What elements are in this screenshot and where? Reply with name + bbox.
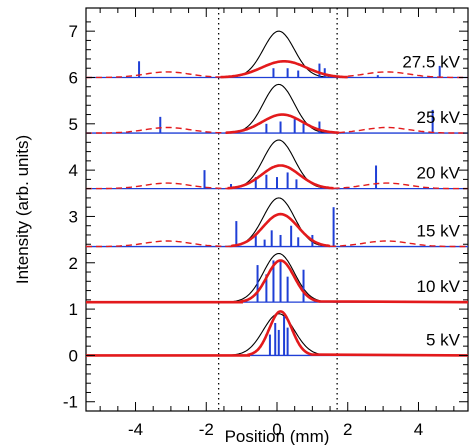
fit-curve-5 xyxy=(220,60,348,79)
fit-tail-left-3 xyxy=(86,182,228,190)
y-tick-label: 1 xyxy=(69,300,78,319)
fit-curve-3 xyxy=(227,164,334,190)
fit-curve-2 xyxy=(230,212,331,248)
fit-tail-right-4 xyxy=(338,126,468,134)
guide-lines xyxy=(217,8,338,411)
x-tick-label: -4 xyxy=(128,420,143,439)
panel-label-0: 5 kV xyxy=(426,330,461,349)
fit-tail-left-5 xyxy=(86,71,221,79)
y-tick-label: 5 xyxy=(69,115,78,134)
y-tick-label: 6 xyxy=(69,68,78,87)
y-axis-title: Intensity (arb. units) xyxy=(13,135,32,284)
panel-label-5: 27.5 kV xyxy=(402,52,460,71)
y-tick-label: 7 xyxy=(69,22,78,41)
panel-label-3: 20 kV xyxy=(417,164,461,183)
panel-label-1: 10 kV xyxy=(417,277,461,296)
y-tick-label: 2 xyxy=(69,254,78,273)
reference-profile-5 xyxy=(220,30,341,79)
reference-profile-0 xyxy=(220,313,341,356)
fit-curve-1 xyxy=(86,259,469,304)
x-tick-label: -2 xyxy=(199,420,214,439)
x-tick-label: 2 xyxy=(343,420,352,439)
fit-tail-right-5 xyxy=(347,71,468,79)
fit-tail-right-2 xyxy=(330,240,468,248)
x-axis-title: Position (mm) xyxy=(225,427,330,445)
panel-label-2: 15 kV xyxy=(417,222,461,241)
panel-label-4: 25 kV xyxy=(417,108,461,127)
fit-curves xyxy=(86,60,469,357)
fit-tail-left-4 xyxy=(86,126,226,134)
fit-tail-right-3 xyxy=(333,182,468,190)
y-tick-label: 0 xyxy=(69,346,78,365)
axes: -4 -2 0 2 4 -1 0 1 2 3 4 5 6 7 xyxy=(63,8,468,439)
y-tick-label: 4 xyxy=(69,161,78,180)
y-tick-label: 3 xyxy=(69,207,78,226)
fit-tail-left-2 xyxy=(86,240,232,248)
x-tick-label: 0 xyxy=(272,420,281,439)
spike-series xyxy=(138,61,441,356)
y-tick-label: -1 xyxy=(63,393,78,412)
x-tick-label: 4 xyxy=(414,420,423,439)
reference-profiles xyxy=(220,30,341,356)
fit-curve-4 xyxy=(225,113,339,134)
fit-curve-0 xyxy=(86,310,469,357)
panel-labels: 5 kV 10 kV 15 kV 20 kV 25 kV 27.5 kV xyxy=(402,52,460,349)
